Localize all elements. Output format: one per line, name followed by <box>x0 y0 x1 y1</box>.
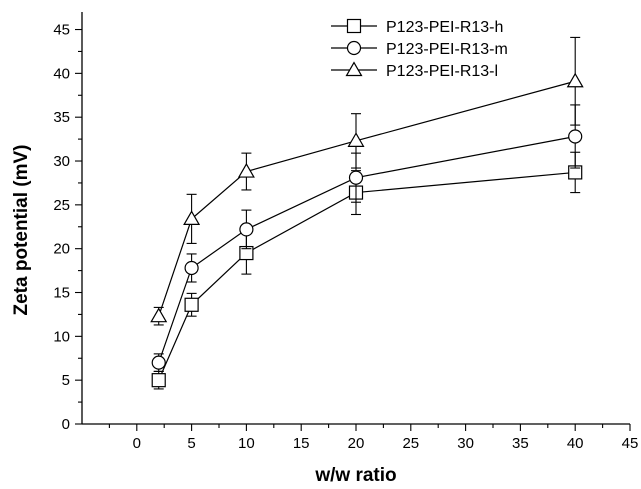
x-tick-label: 10 <box>238 435 255 452</box>
x-tick-label: 0 <box>133 435 141 452</box>
series-layer <box>150 36 584 390</box>
y-axis-label: Zeta potential (mV) <box>11 144 32 315</box>
series-square <box>151 151 583 390</box>
legend-entry: P123-PEI-R13-l <box>386 63 498 80</box>
data-point <box>151 373 166 388</box>
x-tick-label: 40 <box>567 435 584 452</box>
data-point <box>184 297 199 312</box>
y-tick-label: 35 <box>53 109 70 126</box>
x-tick-label: 45 <box>622 435 639 452</box>
y-tick-label: 10 <box>53 328 70 345</box>
data-point <box>347 132 365 147</box>
data-point <box>239 222 254 237</box>
data-point <box>150 307 168 323</box>
y-tick-label: 25 <box>53 197 70 214</box>
legend: P123-PEI-R13-h P123-PEI-R13-m P123-PEI-R13… <box>331 18 508 80</box>
x-axis-label: w/w ratio <box>314 465 396 486</box>
data-point <box>568 129 583 144</box>
data-point <box>348 170 364 185</box>
data-point <box>566 72 584 88</box>
legend-marker <box>346 40 362 56</box>
x-tick-label: 25 <box>402 435 419 452</box>
legend-entry: P123-PEI-R13-h <box>386 19 503 36</box>
legend-marker <box>345 61 363 77</box>
y-tick-label: 20 <box>53 241 70 258</box>
series-circle <box>151 104 583 372</box>
series-line <box>158 80 576 317</box>
data-point <box>184 260 199 276</box>
legend-entry: P123-PEI-R13-m <box>386 41 508 58</box>
data-point <box>151 355 166 370</box>
y-tick-label: 30 <box>53 153 70 170</box>
series-line <box>158 171 576 381</box>
y-tick-label: 15 <box>53 285 70 302</box>
data-point <box>237 162 255 178</box>
y-tick-label: 0 <box>62 416 70 433</box>
x-tick-label: 35 <box>512 435 529 452</box>
x-tick-label: 5 <box>187 435 195 452</box>
series-triangle <box>150 36 584 326</box>
y-tick-label: 45 <box>53 22 70 39</box>
y-tick-label: 5 <box>62 372 70 389</box>
x-tick-label: 15 <box>293 435 310 452</box>
x-tick-label: 20 <box>348 435 365 452</box>
axes: 0 5 10 15 20 25 30 35 40 45 0 5 10 15 20 25 30 35 40 45 <box>53 12 638 452</box>
y-tick-label: 40 <box>53 65 70 82</box>
data-point <box>183 210 201 226</box>
legend-marker <box>346 18 362 34</box>
x-tick-label: 30 <box>457 435 474 452</box>
series-line <box>158 135 576 363</box>
